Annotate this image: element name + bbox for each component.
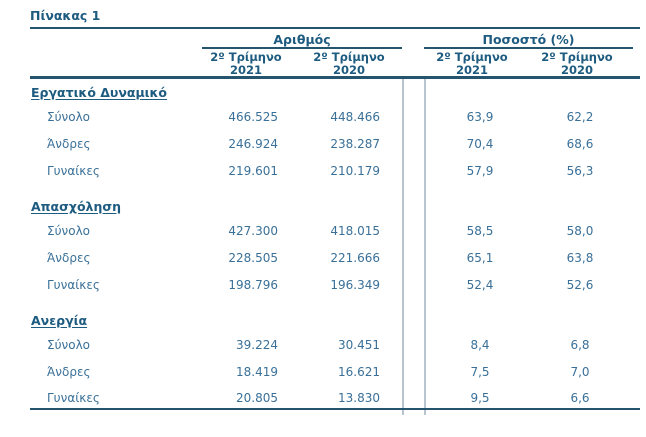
value-number-2021: 228.505 [228, 251, 278, 265]
section-divider-line-left [402, 79, 404, 415]
value-number-2020: 16.621 [338, 365, 380, 379]
value-percent-2020: 68,6 [566, 137, 594, 151]
value-percent-2020: 63,8 [566, 251, 594, 265]
section-title-unemployment: Ανεργία [31, 313, 88, 328]
table-row: Γυναίκες 219.601 210.179 57,9 56,3 [0, 164, 646, 180]
group-number-underline [202, 47, 402, 49]
value-percent-2020: 6,8 [570, 338, 590, 352]
subheader-percent-q2-2021: 2º Τρίμηνο 2021 [420, 51, 524, 76]
subheader-year: 2021 [455, 62, 488, 77]
row-label: Άνδρες [47, 251, 91, 265]
row-label: Σύνολο [47, 224, 91, 238]
value-percent-2021: 57,9 [466, 164, 494, 178]
value-number-2021: 219.601 [228, 164, 278, 178]
subheader-quarter: 2º Τρίμηνο [210, 50, 282, 64]
subheader-number-q2-2021: 2º Τρίμηνο 2021 [194, 51, 298, 76]
subheader-quarter: 2º Τρίμηνο [541, 50, 613, 64]
value-percent-2021: 52,4 [466, 278, 494, 292]
subheader-quarter: 2º Τρίμηνο [436, 50, 508, 64]
value-number-2021: 20.805 [236, 391, 278, 405]
row-label: Γυναίκες [47, 278, 100, 292]
column-group-number: Αριθμός [273, 32, 331, 47]
value-number-2020: 418.015 [330, 224, 380, 238]
value-percent-2020: 6,6 [570, 391, 590, 405]
value-percent-2020: 58,0 [566, 224, 594, 238]
section-title-labor-force: Εργατικό Δυναμικό [31, 85, 168, 100]
value-percent-2020: 56,3 [566, 164, 594, 178]
value-number-2020: 210.179 [330, 164, 380, 178]
value-percent-2020: 7,0 [570, 365, 590, 379]
row-label: Άνδρες [47, 137, 91, 151]
title-rule [30, 27, 640, 29]
row-label: Άνδρες [47, 365, 91, 379]
subheader-year: 2020 [332, 62, 365, 77]
value-number-2020: 196.349 [330, 278, 380, 292]
value-percent-2021: 8,4 [470, 338, 490, 352]
table-row: Άνδρες 18.419 16.621 7,5 7,0 [0, 365, 646, 381]
table-row: Σύνολο 39.224 30.451 8,4 6,8 [0, 338, 646, 354]
value-percent-2021: 63,9 [466, 110, 494, 124]
table-row: Σύνολο 427.300 418.015 58,5 58,0 [0, 224, 646, 240]
value-number-2021: 18.419 [236, 365, 278, 379]
subheader-number-q2-2020: 2º Τρίμηνο 2020 [297, 51, 401, 76]
table-row: Γυναίκες 198.796 196.349 52,4 52,6 [0, 278, 646, 294]
page-title: Πίνακας 1 [30, 8, 101, 23]
section-divider-line-right [424, 79, 426, 415]
value-percent-2021: 65,1 [466, 251, 494, 265]
subheader-year: 2020 [560, 62, 593, 77]
header-bottom-rule [30, 76, 640, 79]
section-title-employment: Απασχόληση [31, 199, 121, 214]
value-number-2021: 39.224 [236, 338, 278, 352]
row-label: Γυναίκες [47, 164, 100, 178]
value-percent-2021: 70,4 [466, 137, 494, 151]
table-row: Σύνολο 466.525 448.466 63,9 62,2 [0, 110, 646, 126]
value-percent-2020: 52,6 [566, 278, 594, 292]
value-number-2021: 427.300 [228, 224, 278, 238]
subheader-percent-q2-2020: 2º Τρίμηνο 2020 [525, 51, 629, 76]
subheader-quarter: 2º Τρίμηνο [313, 50, 385, 64]
row-label: Γυναίκες [47, 391, 100, 405]
table-row: Άνδρες 228.505 221.666 65,1 63,8 [0, 251, 646, 267]
value-number-2020: 221.666 [330, 251, 380, 265]
value-percent-2020: 62,2 [566, 110, 594, 124]
row-label: Σύνολο [47, 110, 91, 124]
row-label: Σύνολο [47, 338, 91, 352]
group-percent-underline [424, 47, 633, 49]
value-percent-2021: 9,5 [470, 391, 490, 405]
value-number-2020: 30.451 [338, 338, 380, 352]
value-number-2021: 466.525 [228, 110, 278, 124]
value-number-2021: 198.796 [228, 278, 278, 292]
value-number-2020: 13.830 [338, 391, 380, 405]
value-percent-2021: 7,5 [470, 365, 490, 379]
column-group-percent: Ποσοστό (%) [482, 32, 575, 47]
value-number-2021: 246.924 [228, 137, 278, 151]
value-number-2020: 448.466 [330, 110, 380, 124]
subheader-year: 2021 [229, 62, 262, 77]
table-row: Άνδρες 246.924 238.287 70,4 68,6 [0, 137, 646, 153]
value-percent-2021: 58,5 [466, 224, 494, 238]
table-row: Γυναίκες 20.805 13.830 9,5 6,6 [0, 391, 646, 407]
value-number-2020: 238.287 [330, 137, 380, 151]
table-bottom-rule [30, 408, 640, 410]
